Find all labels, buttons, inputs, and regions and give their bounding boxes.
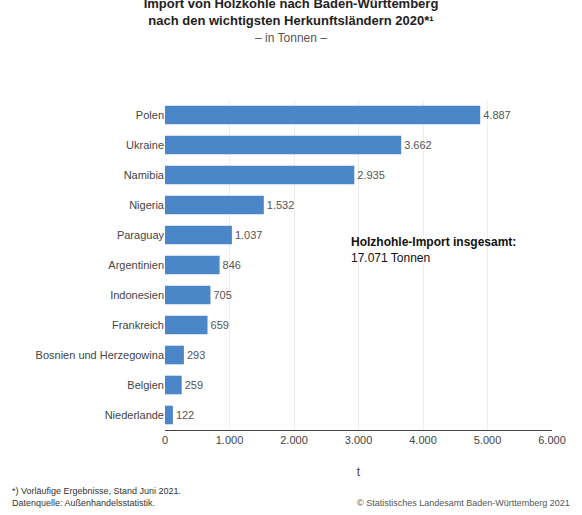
svg-text:846: 846	[223, 259, 241, 271]
svg-text:259: 259	[185, 379, 203, 391]
svg-text:2.000: 2.000	[280, 434, 308, 446]
svg-text:Ukraine: Ukraine	[126, 139, 164, 151]
svg-text:Indonesien: Indonesien	[110, 289, 164, 301]
svg-text:Belgien: Belgien	[127, 379, 164, 391]
svg-text:3.662: 3.662	[404, 139, 432, 151]
svg-text:Frankreich: Frankreich	[112, 319, 164, 331]
svg-text:Bosnien und Herzegowina: Bosnien und Herzegowina	[36, 349, 165, 361]
svg-text:*) Vorläufige Ergebnisse, Stan: *) Vorläufige Ergebnisse, Stand Juni 202…	[12, 486, 181, 508]
svg-text:Polen: Polen	[136, 109, 164, 121]
svg-text:4.887: 4.887	[483, 109, 511, 121]
svg-text:Namibia: Namibia	[124, 169, 165, 181]
svg-text:Niederlande: Niederlande	[105, 409, 164, 421]
svg-text:Paraguay: Paraguay	[117, 229, 165, 241]
svg-text:1.037: 1.037	[235, 229, 263, 241]
svg-text:4.000: 4.000	[409, 434, 437, 446]
svg-text:3.000: 3.000	[345, 434, 373, 446]
svg-text:122: 122	[176, 409, 194, 421]
svg-text:705: 705	[213, 289, 231, 301]
svg-text:6.000: 6.000	[538, 434, 566, 446]
svg-text:1.000: 1.000	[216, 434, 244, 446]
svg-text:Argentinien: Argentinien	[108, 259, 164, 271]
svg-text:5.000: 5.000	[474, 434, 502, 446]
svg-text:t: t	[357, 465, 361, 479]
svg-text:293: 293	[187, 349, 205, 361]
svg-text:1.532: 1.532	[267, 199, 295, 211]
svg-text:0: 0	[162, 434, 168, 446]
svg-text:© Statistisches Landesamt Bade: © Statistisches Landesamt Baden-Württemb…	[357, 498, 570, 508]
svg-text:Nigeria: Nigeria	[129, 199, 165, 211]
svg-text:Import von Holzkohle nach Bade: Import von Holzkohle nach Baden-Württemb…	[144, 0, 439, 45]
svg-text:Holzhohle-Import insgesamt:17.: Holzhohle-Import insgesamt:17.071 Tonnen	[351, 235, 516, 265]
svg-text:659: 659	[211, 319, 229, 331]
svg-text:2.935: 2.935	[357, 169, 385, 181]
